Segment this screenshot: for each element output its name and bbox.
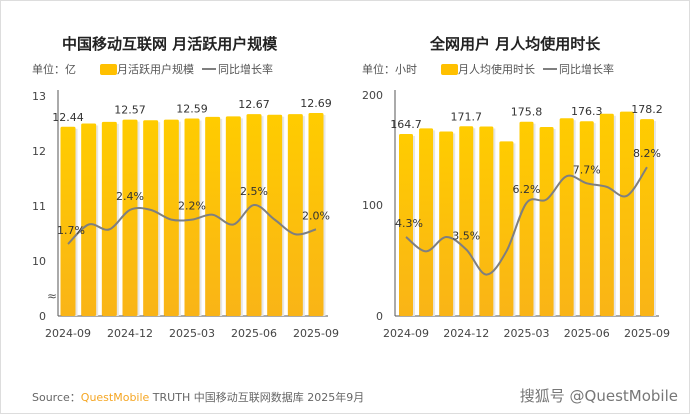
growth-rate-line bbox=[405, 166, 648, 276]
bar-value-label: 164.7 bbox=[390, 118, 422, 131]
bar bbox=[479, 126, 494, 317]
legend-time: 单位：小时 月人均使用时长 同比增长率 bbox=[362, 61, 614, 77]
x-tick-label: 2025-06 bbox=[231, 327, 277, 340]
axis-break-icon: ≈ bbox=[47, 289, 57, 303]
x-tick-label: 2025-09 bbox=[293, 327, 339, 340]
bar bbox=[308, 113, 324, 316]
bar bbox=[287, 114, 303, 317]
growth-rate-label: 1.7% bbox=[57, 224, 85, 237]
bar bbox=[579, 121, 594, 316]
growth-rate-label: 3.5% bbox=[452, 230, 480, 243]
line-legend-swatch bbox=[543, 68, 557, 70]
source-text: TRUTH 中国移动互联网数据库 2025年9月 bbox=[149, 391, 365, 404]
growth-rate-label: 7.7% bbox=[573, 163, 601, 176]
bar-value-label: 12.44 bbox=[52, 111, 84, 124]
bar bbox=[225, 116, 241, 316]
bar bbox=[205, 116, 221, 317]
legend-bar-label: 月人均使用时长 bbox=[458, 63, 535, 76]
growth-rate-label: 6.2% bbox=[513, 183, 541, 196]
x-tick-label: 2025-03 bbox=[504, 327, 550, 340]
x-tick-label: 2024-12 bbox=[443, 327, 489, 340]
legend-line-label: 同比增长率 bbox=[218, 63, 273, 76]
bar bbox=[599, 113, 614, 316]
growth-rate-label: 2.0% bbox=[302, 209, 330, 222]
source-brand: QuestMobile bbox=[80, 391, 150, 404]
y-tick-label: 0 bbox=[376, 310, 383, 323]
bar bbox=[101, 121, 117, 316]
bar bbox=[267, 114, 283, 316]
growth-rate-label: 2.4% bbox=[116, 190, 144, 203]
bar bbox=[459, 126, 474, 316]
x-tick-label: 2025-09 bbox=[624, 327, 670, 340]
bar bbox=[559, 118, 574, 316]
bar-value-label: 12.67 bbox=[238, 98, 270, 111]
bar-value-label: 12.59 bbox=[176, 103, 208, 116]
y-tick-label: 10 bbox=[32, 255, 46, 268]
unit-label: 单位：亿 bbox=[32, 63, 76, 76]
bar bbox=[640, 119, 654, 317]
bar bbox=[539, 127, 554, 316]
legend-line-label: 同比增长率 bbox=[559, 63, 614, 76]
x-tick-label: 2024-12 bbox=[107, 327, 153, 340]
line-legend-swatch bbox=[202, 68, 216, 70]
y-tick-label: 11 bbox=[32, 200, 46, 213]
y-tick-label: 0 bbox=[39, 310, 46, 323]
bar-legend-swatch bbox=[100, 63, 117, 75]
bar bbox=[60, 126, 76, 316]
bar-value-label: 178.2 bbox=[631, 103, 663, 116]
growth-rate-line bbox=[67, 204, 317, 245]
watermark: 搜狐号 @QuestMobile bbox=[519, 387, 678, 405]
y-tick-label: 12 bbox=[32, 145, 46, 158]
bar-value-label: 175.8 bbox=[511, 106, 543, 119]
source-footer: Source：QuestMobile TRUTH 中国移动互联网数据库 2025… bbox=[32, 389, 364, 405]
chart-title-mau: 中国移动互联网 月活跃用户规模 bbox=[62, 35, 278, 53]
growth-rate-label: 8.2% bbox=[633, 147, 661, 160]
y-tick-label: 200 bbox=[362, 89, 383, 102]
bar bbox=[143, 120, 159, 316]
growth-rate-label: 4.3% bbox=[395, 217, 423, 230]
x-tick-label: 2024-09 bbox=[45, 327, 91, 340]
x-tick-label: 2024-09 bbox=[383, 327, 429, 340]
x-tick-label: 2025-06 bbox=[564, 327, 610, 340]
growth-rate-label: 2.5% bbox=[240, 185, 268, 198]
growth-rate-label: 2.2% bbox=[178, 200, 206, 213]
bar bbox=[399, 134, 413, 316]
x-tick-label: 2025-03 bbox=[169, 327, 215, 340]
chart-title-time: 全网用户 月人均使用时长 bbox=[430, 35, 601, 53]
legend-bar-label: 月活跃用户规模 bbox=[117, 63, 194, 76]
legend-mau: 单位：亿 月活跃用户规模 同比增长率 bbox=[32, 61, 273, 77]
bar-value-label: 176.3 bbox=[571, 105, 603, 118]
unit-label: 单位：小时 bbox=[362, 63, 417, 76]
bar bbox=[184, 118, 200, 316]
bar-value-label: 171.7 bbox=[451, 110, 483, 123]
bar bbox=[246, 114, 262, 317]
bar bbox=[499, 141, 514, 316]
bar bbox=[439, 131, 454, 316]
bar bbox=[163, 119, 179, 317]
y-tick-label: 13 bbox=[32, 90, 46, 103]
bar bbox=[419, 128, 434, 316]
bar bbox=[619, 111, 634, 316]
bar-legend-swatch bbox=[441, 63, 458, 75]
bar bbox=[519, 121, 534, 316]
bar-value-label: 12.57 bbox=[114, 104, 146, 117]
y-tick-label: 100 bbox=[362, 199, 383, 212]
source-prefix: Source： bbox=[32, 391, 81, 404]
bar bbox=[122, 119, 138, 317]
bar-value-label: 12.69 bbox=[300, 97, 332, 110]
bar bbox=[81, 123, 97, 316]
